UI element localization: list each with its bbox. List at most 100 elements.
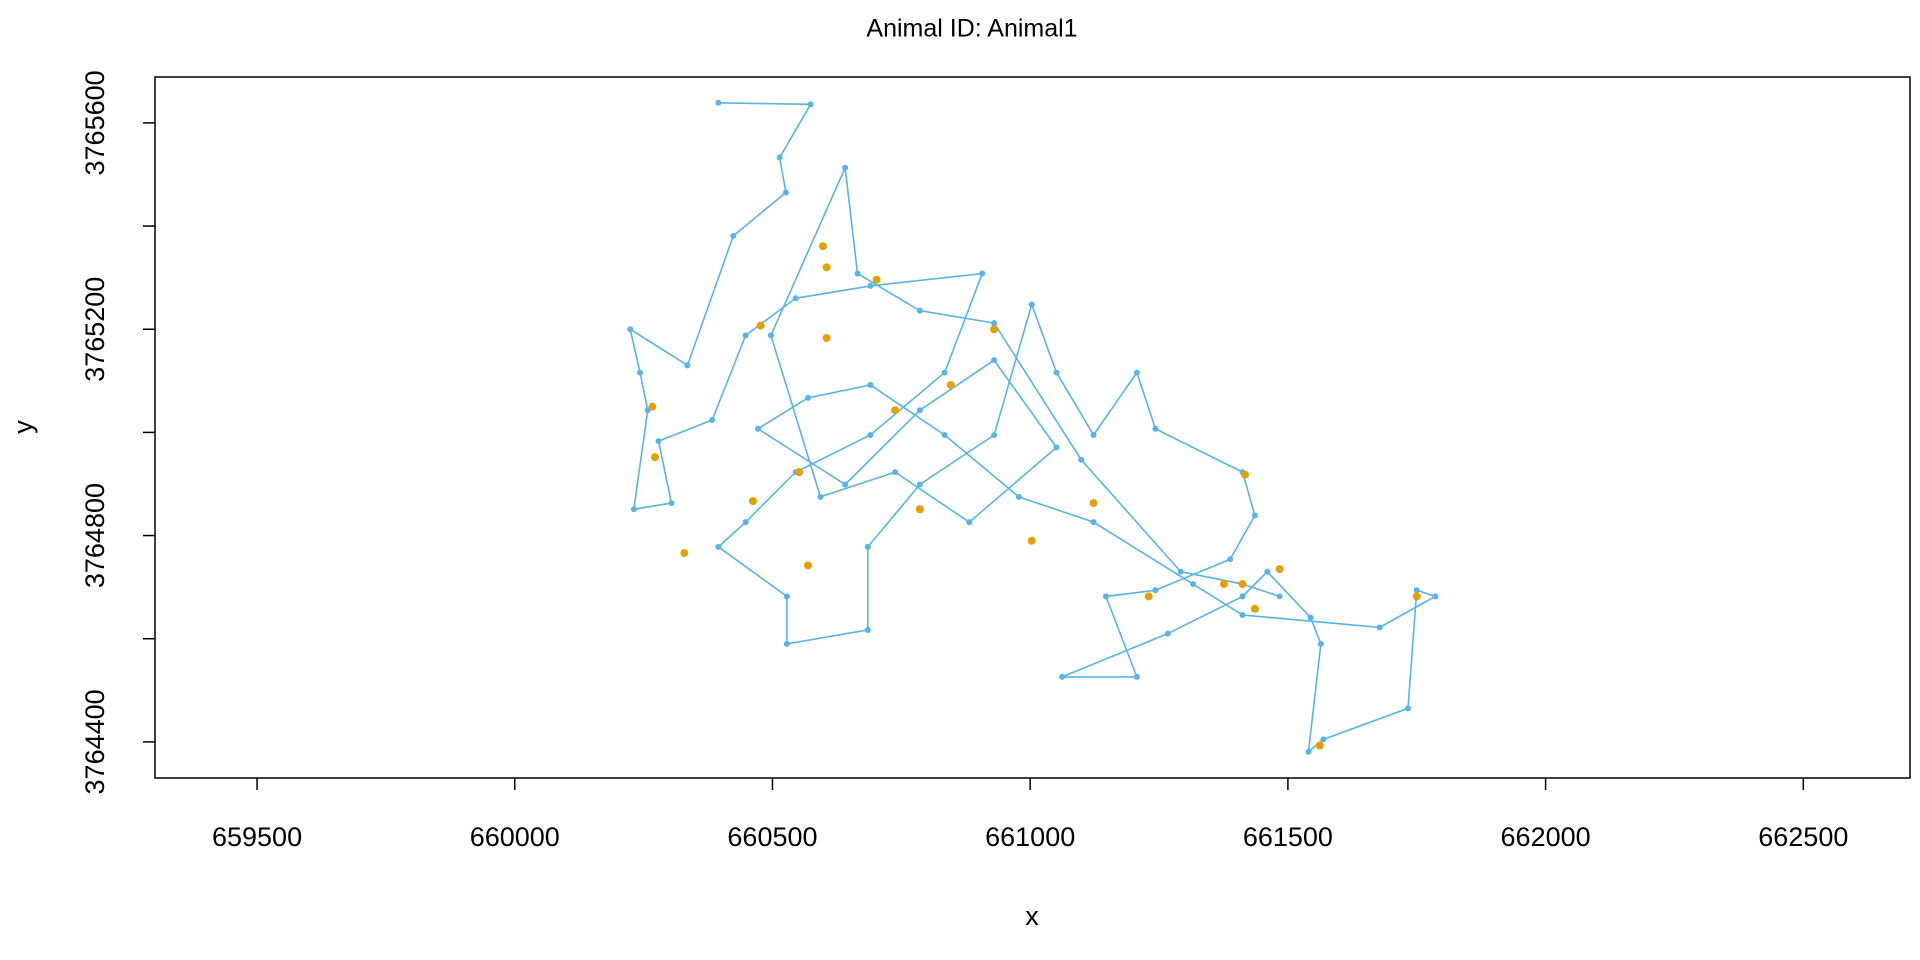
track-point <box>1307 614 1314 621</box>
track-point <box>867 381 874 388</box>
point <box>748 497 757 506</box>
track-point <box>979 270 986 277</box>
track-point <box>1015 493 1022 500</box>
track-point <box>782 189 789 196</box>
point <box>990 325 999 334</box>
point <box>1275 565 1284 574</box>
track-point <box>1028 301 1035 308</box>
x-tick-label: 661500 <box>1243 822 1333 852</box>
track-point <box>709 417 716 424</box>
track-point <box>941 369 948 376</box>
track-point <box>1102 593 1109 600</box>
track-point <box>715 543 722 550</box>
track-point <box>684 362 691 369</box>
x-axis-title: x <box>1025 901 1039 931</box>
track-point <box>1152 425 1159 432</box>
track-point <box>1251 512 1258 519</box>
track-point <box>941 431 948 438</box>
track-point <box>1177 568 1184 575</box>
track-point <box>715 99 722 106</box>
track-point <box>742 519 749 526</box>
track-point <box>807 101 814 108</box>
track-point <box>1152 587 1159 594</box>
point <box>1144 592 1153 601</box>
track-point <box>916 481 923 488</box>
track-point <box>1239 612 1246 619</box>
point <box>915 505 924 514</box>
y-tick-label: 3765600 <box>80 70 110 175</box>
track-point <box>1264 568 1271 575</box>
point <box>872 275 881 284</box>
track-point <box>864 626 871 633</box>
point <box>1027 536 1036 545</box>
point <box>1412 592 1421 601</box>
track-point <box>1227 556 1234 563</box>
point <box>680 549 689 558</box>
track-point <box>1305 748 1312 755</box>
track-point <box>1133 673 1140 680</box>
track-point <box>1133 369 1140 376</box>
x-tick-label: 662500 <box>1758 822 1848 852</box>
plot-frame <box>154 76 1911 779</box>
track-point <box>637 369 644 376</box>
point <box>795 468 804 477</box>
x-tick-label: 661000 <box>985 822 1075 852</box>
track-point <box>817 493 824 500</box>
y-tick-label: 3764400 <box>80 689 110 794</box>
track-point <box>1090 431 1097 438</box>
track-point <box>867 282 874 289</box>
x-tick-label: 659500 <box>212 822 302 852</box>
track-point <box>1164 630 1171 637</box>
track-point <box>1053 369 1060 376</box>
track-point <box>842 481 849 488</box>
x-tick-label: 662000 <box>1501 822 1591 852</box>
track-point <box>991 431 998 438</box>
track-point <box>1090 519 1097 526</box>
track-point <box>767 332 774 339</box>
track-point <box>776 154 783 161</box>
track-point <box>864 543 871 550</box>
track-point <box>1059 673 1066 680</box>
track-point <box>792 295 799 302</box>
y-tick-label: 3764800 <box>80 483 110 588</box>
track-point <box>783 640 790 647</box>
track-point <box>755 425 762 432</box>
track-point <box>805 394 812 401</box>
chart-title: Animal ID: Animal1 <box>866 15 1077 43</box>
point <box>822 334 831 343</box>
track-point <box>854 270 861 277</box>
track-point <box>783 593 790 600</box>
point <box>1089 499 1098 508</box>
track-point <box>668 500 675 507</box>
point <box>756 321 765 330</box>
track-point <box>1078 456 1085 463</box>
point <box>650 453 659 462</box>
point <box>946 380 955 389</box>
track-point <box>730 232 737 239</box>
track-point <box>655 438 662 445</box>
x-tick-label: 660500 <box>727 822 817 852</box>
point <box>822 263 831 272</box>
track-point <box>966 519 973 526</box>
point <box>1250 604 1259 613</box>
point <box>1238 580 1247 589</box>
track-point <box>627 326 634 333</box>
track-point <box>991 320 998 327</box>
track-line <box>629 101 1438 754</box>
track-point <box>1190 581 1197 588</box>
y-axis-title: y <box>8 420 38 434</box>
track-point <box>867 431 874 438</box>
track-point <box>1376 624 1383 631</box>
point <box>804 561 813 570</box>
track-point <box>1413 587 1420 594</box>
point <box>891 406 900 415</box>
track-point <box>1276 593 1283 600</box>
track-point <box>1432 593 1439 600</box>
track-point <box>842 164 849 171</box>
point <box>1315 741 1324 750</box>
track-point <box>916 407 923 414</box>
track-point <box>1239 593 1246 600</box>
track-point <box>1053 444 1060 451</box>
track-point <box>1404 705 1411 712</box>
